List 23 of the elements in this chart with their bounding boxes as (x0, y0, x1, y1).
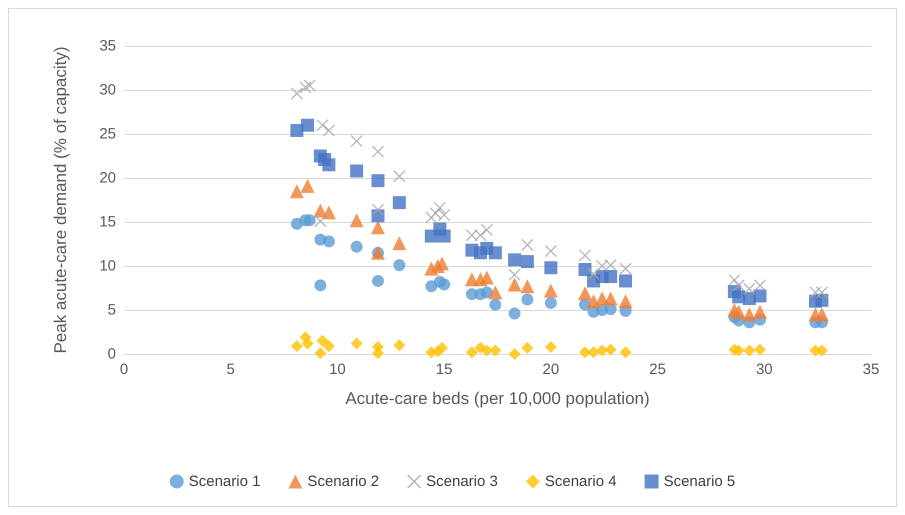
y-tick-label: 0 (108, 346, 116, 362)
legend-label: Scenario 1 (188, 473, 260, 490)
y-tick-label: 20 (99, 170, 116, 186)
x-tick-label: 35 (862, 361, 880, 378)
x-tick-label: 30 (756, 361, 773, 378)
y-tick-label: 15 (99, 214, 116, 230)
legend-label: Scenario 3 (426, 473, 498, 490)
y-tick-label: 10 (99, 258, 116, 274)
y-tick-label: 30 (99, 82, 116, 98)
legend-label: Scenario 4 (544, 473, 617, 490)
x-tick-label: 0 (120, 361, 128, 378)
x-tick-label: 5 (226, 361, 235, 378)
legend-label: Scenario 5 (664, 473, 736, 490)
x-tick-label: 25 (649, 361, 666, 378)
y-axis-title: Peak acute-care demand (% of capacity) (51, 46, 70, 354)
x-axis-title: Acute-care beds (per 10,000 population) (345, 389, 650, 408)
y-tick-label: 5 (108, 302, 116, 318)
x-tick-label: 10 (329, 361, 346, 378)
x-tick-label: 20 (542, 361, 560, 378)
y-tick-label: 35 (99, 38, 116, 54)
legend-label: Scenario 2 (307, 473, 380, 490)
x-tick-label: 15 (436, 361, 452, 378)
y-tick-label: 25 (99, 126, 116, 142)
